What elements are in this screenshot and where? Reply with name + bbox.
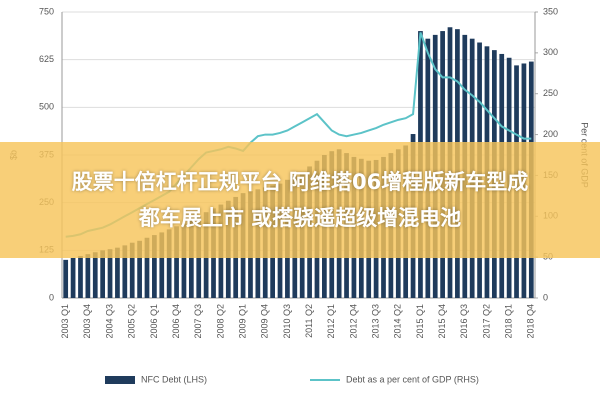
legend-swatch bbox=[105, 376, 135, 384]
bar bbox=[63, 259, 69, 298]
banner-line: 股票十倍杠杆正规平台 阿维塔06增程版新车型成 bbox=[71, 170, 529, 194]
y-tick-label: 750 bbox=[39, 6, 54, 16]
bar bbox=[129, 242, 135, 298]
bar bbox=[107, 249, 113, 298]
bar bbox=[166, 229, 172, 298]
y-tick-label: 0 bbox=[49, 292, 54, 302]
x-tick-label: 2003 Q4 bbox=[82, 304, 92, 339]
x-tick-label: 2015 Q1 bbox=[415, 304, 425, 339]
legend-label: Debt as a per cent of GDP (RHS) bbox=[346, 374, 479, 384]
x-tick-label: 2004 Q3 bbox=[104, 304, 114, 339]
y2-tick-label: 300 bbox=[543, 47, 558, 57]
y2-tick-label: 200 bbox=[543, 129, 558, 139]
x-tick-label: 2007 Q3 bbox=[193, 304, 203, 339]
x-tick-label: 2009 Q1 bbox=[237, 304, 247, 339]
x-tick-label: 2010 Q3 bbox=[282, 304, 292, 339]
y2-tick-label: 350 bbox=[543, 6, 558, 16]
y-tick-label: 625 bbox=[39, 54, 54, 64]
x-tick-label: 2012 Q4 bbox=[348, 304, 358, 339]
y2-tick-label: 0 bbox=[543, 292, 548, 302]
x-tick-label: 2015 Q4 bbox=[437, 304, 447, 339]
x-tick-label: 2018 Q4 bbox=[526, 304, 536, 339]
bar bbox=[78, 256, 83, 298]
x-tick-label: 2018 Q1 bbox=[504, 304, 514, 339]
bar bbox=[152, 235, 157, 298]
x-tick-label: 2006 Q4 bbox=[171, 304, 181, 339]
bar bbox=[144, 237, 150, 298]
x-tick-label: 2006 Q1 bbox=[149, 304, 159, 339]
bar bbox=[174, 226, 179, 298]
x-tick-label: 2008 Q2 bbox=[215, 304, 225, 339]
bar bbox=[92, 252, 98, 298]
x-tick-label: 2017 Q2 bbox=[481, 304, 491, 339]
x-tick-label: 2005 Q2 bbox=[127, 304, 137, 339]
x-tick-label: 2012 Q1 bbox=[326, 304, 336, 339]
bar bbox=[159, 232, 165, 298]
x-tick-label: 2003 Q1 bbox=[60, 304, 70, 339]
banner-line: 都车展上市 或搭骁遥超级增混电池 bbox=[138, 206, 462, 230]
x-tick-label: 2011 Q2 bbox=[304, 304, 314, 338]
banner: 股票十倍杠杆正规平台 阿维塔06增程版新车型成 都车展上市 或搭骁遥超级增混电池 bbox=[0, 142, 600, 258]
bar bbox=[188, 219, 194, 298]
bar bbox=[85, 254, 91, 298]
y2-tick-label: 250 bbox=[543, 88, 558, 98]
bar bbox=[70, 257, 76, 298]
bar bbox=[122, 245, 128, 298]
x-tick-label: 2013 Q3 bbox=[370, 304, 380, 339]
bar bbox=[181, 223, 187, 298]
y-tick-label: 500 bbox=[39, 102, 54, 112]
bar bbox=[115, 247, 120, 298]
x-tick-label: 2014 Q2 bbox=[393, 304, 403, 339]
bar bbox=[137, 240, 142, 298]
x-tick-label: 2016 Q3 bbox=[459, 304, 469, 339]
bar bbox=[100, 250, 106, 298]
x-tick-label: 2009 Q4 bbox=[260, 304, 270, 339]
legend-label: NFC Debt (LHS) bbox=[141, 374, 207, 384]
